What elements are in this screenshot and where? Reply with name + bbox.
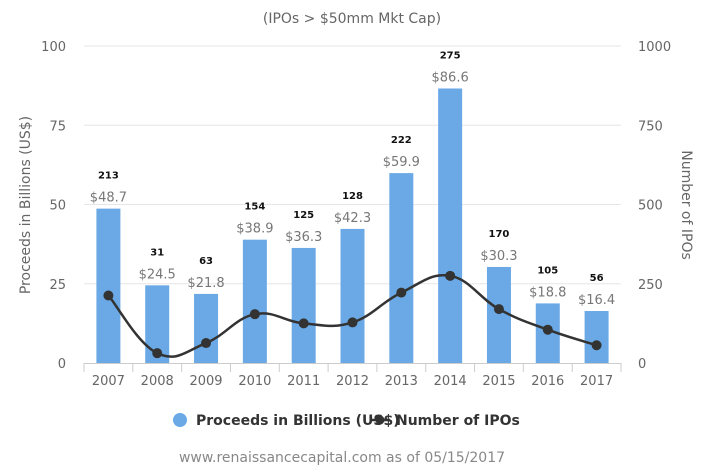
ipo-count-label: 128 [342, 191, 363, 202]
data-labels: $48.7 213 $24.5 31 $21.8 63 $38.9 154 $36.3 125 $4… [90, 50, 615, 308]
bar-2012[interactable] [340, 228, 365, 363]
x-tick-label: 2013 [385, 374, 418, 389]
x-tick-label: 2009 [189, 374, 222, 389]
bar-data-label: $21.8 [187, 276, 224, 291]
credit-text: www.renaissancecapital.com as of 05/15/2… [179, 450, 505, 466]
ipo-count-label: 213 [98, 171, 119, 182]
bar-2017[interactable] [584, 311, 609, 363]
ipo-count-label: 222 [391, 135, 412, 146]
x-tick-label: 2010 [238, 374, 271, 389]
left-tick-label: 100 [41, 40, 66, 55]
ipo-point-2017[interactable] [591, 340, 602, 351]
legend-label-ipos: Number of IPOs [396, 413, 520, 429]
ipo-count-label: 105 [537, 265, 558, 276]
x-tick-label: 2014 [434, 374, 467, 389]
chart-subtitle: (IPOs > $50mm Mkt Cap) [263, 11, 441, 27]
right-tick-label: 1000 [638, 40, 671, 55]
bar-data-label: $24.5 [139, 267, 176, 282]
bar-2007[interactable] [96, 208, 121, 363]
right-tick-label: 500 [638, 199, 663, 214]
ipo-count-label: 31 [150, 247, 164, 258]
ipo-count-line [103, 270, 602, 359]
ipo-count-label: 275 [440, 50, 461, 61]
right-tick-label: 0 [638, 357, 646, 372]
x-tick-label: 2017 [580, 374, 613, 389]
bar-data-label: $16.4 [578, 293, 615, 308]
right-axis-ticks: 0 250 500 750 1000 [638, 40, 671, 372]
ipo-point-2009[interactable] [201, 338, 212, 349]
ipo-count-label: 125 [293, 210, 314, 221]
x-tick-label: 2011 [287, 374, 320, 389]
legend-item-ipos[interactable]: Number of IPOs [370, 413, 520, 429]
left-tick-label: 25 [49, 278, 66, 293]
left-tick-label: 0 [58, 357, 66, 372]
x-axis: 2007 2008 2009 2010 2011 2012 2013 2014 2015 2016… [83, 363, 622, 389]
left-axis-ticks: 0 25 50 75 100 [41, 40, 66, 372]
bar-2011[interactable] [291, 247, 316, 363]
ipo-point-2015[interactable] [493, 304, 504, 315]
bar-data-label: $30.3 [480, 249, 517, 264]
bar-data-label: $59.9 [383, 155, 420, 170]
bar-data-label: $38.9 [236, 222, 273, 237]
ipo-count-label: 154 [244, 202, 265, 213]
ipo-count-label: 170 [489, 229, 510, 240]
left-tick-label: 50 [49, 199, 66, 214]
legend-marker-symbol [375, 415, 385, 425]
ipo-point-2007[interactable] [103, 290, 114, 301]
x-tick-label: 2016 [531, 374, 564, 389]
x-tick-label: 2008 [141, 374, 174, 389]
proceeds-bars [96, 88, 609, 363]
bar-data-label: $36.3 [285, 230, 322, 245]
bar-2009[interactable] [194, 293, 219, 363]
ipo-point-2012[interactable] [347, 317, 358, 328]
ipo-point-2011[interactable] [298, 318, 309, 329]
right-axis-title: Number of IPOs [678, 150, 694, 260]
bar-data-label: $42.3 [334, 211, 371, 226]
ipo-point-2010[interactable] [249, 309, 260, 320]
ipo-point-2013[interactable] [396, 287, 407, 298]
right-tick-label: 250 [638, 278, 663, 293]
legend: Proceeds in Billions (US$) Number of IPO… [173, 413, 520, 429]
left-tick-label: 75 [49, 119, 66, 134]
x-tick-label: 2007 [92, 374, 125, 389]
ipo-point-2014[interactable] [445, 270, 456, 281]
x-tick-label: 2015 [482, 374, 515, 389]
right-tick-label: 750 [638, 119, 663, 134]
left-axis-title: Proceeds in Billions (US$) [18, 116, 34, 294]
bar-2014[interactable] [438, 88, 463, 363]
ipo-count-label: 63 [199, 256, 213, 267]
legend-item-proceeds[interactable]: Proceeds in Billions (US$) [173, 413, 400, 429]
ipo-point-2008[interactable] [152, 348, 163, 359]
bar-data-label: $18.8 [529, 285, 566, 300]
x-tick-label: 2012 [336, 374, 369, 389]
bar-data-label: $48.7 [90, 191, 127, 206]
legend-label-proceeds: Proceeds in Billions (US$) [196, 413, 400, 429]
ipo-count-label: 56 [590, 273, 604, 284]
bar-2010[interactable] [242, 239, 267, 363]
bar-2013[interactable] [389, 173, 414, 363]
legend-bar-symbol [173, 413, 187, 427]
bar-data-label: $86.6 [432, 70, 469, 85]
ipo-point-2016[interactable] [542, 324, 553, 335]
bar-2015[interactable] [486, 266, 511, 363]
